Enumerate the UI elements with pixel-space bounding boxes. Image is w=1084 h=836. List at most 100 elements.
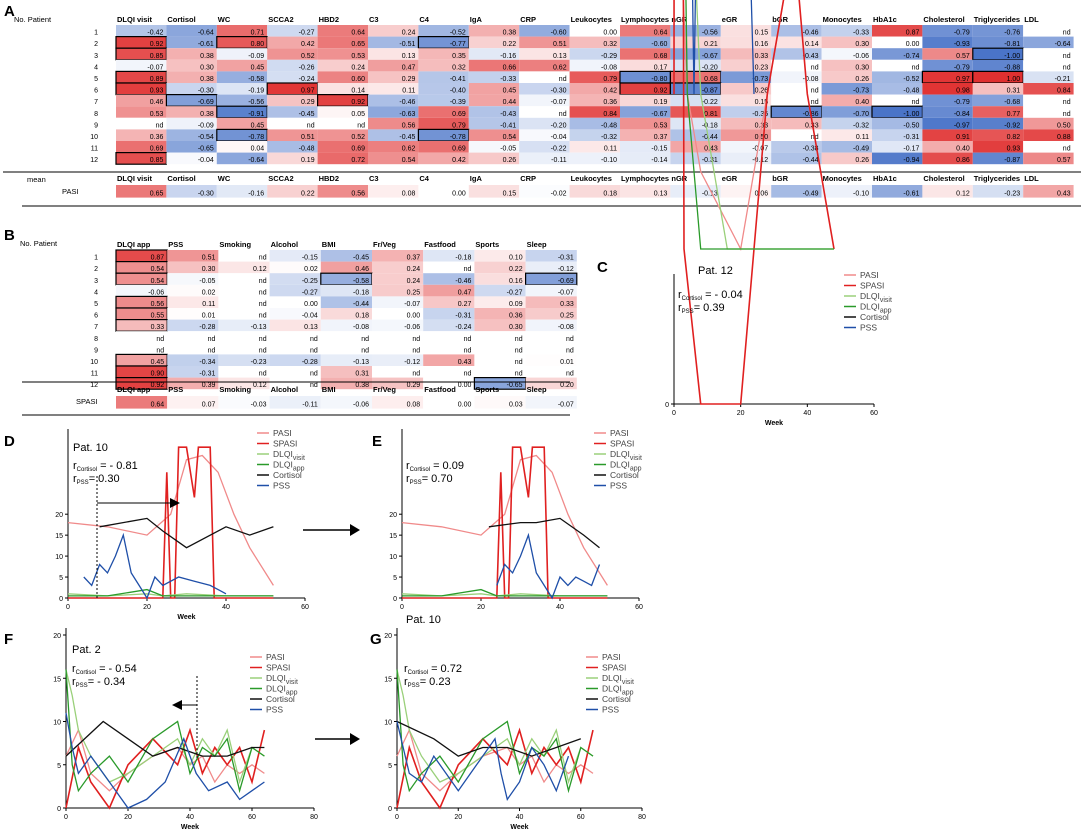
heatmap-cell <box>166 106 217 118</box>
heatmap-cell <box>166 48 217 60</box>
heatmap-cell <box>267 71 318 83</box>
series-line-dlqivisit <box>396 669 594 785</box>
heatmap-cell <box>474 308 526 320</box>
patient-number: 2 <box>94 266 98 273</box>
panel-label-e: E <box>372 433 382 450</box>
x-tick-label: 60 <box>870 410 878 417</box>
heatmap-cell <box>519 25 570 37</box>
column-header: Cholesterol <box>923 15 964 24</box>
heatmap-cell-value: -0.87 <box>702 88 718 95</box>
y-tick-label: 20 <box>53 633 61 640</box>
heatmap-cell-value: 0.64 <box>351 30 365 37</box>
heatmap-cell-value: -0.46 <box>803 30 819 37</box>
heatmap-cell <box>116 284 168 297</box>
heatmap-cell-value: 0.53 <box>150 111 164 118</box>
heatmap-cell-value: -0.28 <box>302 359 318 366</box>
heatmap-cell-value: -0.04 <box>302 313 318 320</box>
heatmap-cell <box>317 71 368 83</box>
heatmap-cell-value: -0.78 <box>248 134 264 141</box>
heatmap-cell-value: 0.20 <box>560 382 574 389</box>
column-header: DLQI app <box>117 240 151 249</box>
heatmap-cell <box>267 117 318 130</box>
heatmap-cell <box>418 106 469 118</box>
heatmap-cell-value: 1.00 <box>1007 76 1021 83</box>
heatmap-cell <box>368 83 419 95</box>
heatmap-cell-value: -0.05 <box>500 146 516 153</box>
heatmap-cell <box>620 141 671 153</box>
heatmap-cell <box>372 250 424 262</box>
heatmap-cell <box>922 48 973 60</box>
heatmap-cell-value: -0.07 <box>558 289 574 296</box>
heatmap-cell <box>368 36 419 49</box>
heatmap-cell <box>972 129 1024 141</box>
heatmap-cell <box>269 342 321 355</box>
heatmap-cell <box>771 36 822 49</box>
heatmap-cell-value: 0.30 <box>855 64 869 71</box>
heatmap-cell-value: -0.97 <box>954 122 970 129</box>
heatmap-cell <box>525 250 577 262</box>
heatmap-cell-value: 0.69 <box>150 146 164 153</box>
heatmap-cell <box>320 296 372 308</box>
mean-cell-value: 0.18 <box>603 191 617 198</box>
heatmap-cell <box>1023 71 1074 83</box>
mean-cell <box>320 396 372 409</box>
heatmap-cell <box>368 25 419 37</box>
heatmap-cell <box>720 71 772 83</box>
legend-label: Cortisol <box>610 470 639 480</box>
patient-number: 8 <box>94 336 98 343</box>
heatmap-cell-value: 0.79 <box>452 122 466 129</box>
heatmap-cell <box>519 36 570 49</box>
heatmap-cell <box>519 106 570 118</box>
patient-number: 9 <box>94 347 98 354</box>
mean-column-header: DLQI visit <box>117 174 153 183</box>
heatmap-cell <box>525 296 577 308</box>
panel-label-a: A <box>4 3 15 20</box>
y-tick-label: 15 <box>55 533 63 540</box>
panel-label-f: F <box>4 631 13 648</box>
heatmap-cell-value: 0.26 <box>855 76 869 83</box>
heatmap-cell <box>474 331 526 343</box>
heatmap-cell <box>474 354 526 366</box>
heatmap-cell <box>720 94 772 107</box>
heatmap-cell <box>474 296 526 308</box>
mean-cell-value: -0.03 <box>251 402 267 409</box>
mean-column-header: nGR <box>671 174 687 183</box>
heatmap-cell-value: 0.89 <box>150 76 164 83</box>
heatmap-cell <box>720 83 772 95</box>
heatmap-cell-value: 0.32 <box>452 64 466 71</box>
heatmap-cell-value: -0.18 <box>702 122 718 129</box>
y-tick-label: 0 <box>393 596 397 603</box>
heatmap-cell-value: -0.18 <box>353 289 369 296</box>
heatmap-cell <box>620 36 671 49</box>
heatmap-cell-value: 0.69 <box>452 146 466 153</box>
heatmap-cell <box>423 273 475 285</box>
heatmap-cell-value: nd <box>259 301 267 308</box>
heatmap-cell-value: 0.54 <box>402 157 416 164</box>
series-line-dlqiapp <box>402 588 608 597</box>
heatmap-cell-value: 0.45 <box>251 122 265 129</box>
heatmap-cell-value: -0.70 <box>853 111 869 118</box>
heatmap-cell-value: 0.02 <box>304 266 318 273</box>
heatmap-cell-value: 0.36 <box>150 134 164 141</box>
patient-label: Pat. 10 <box>73 442 108 454</box>
heatmap-cell-value: -0.44 <box>702 134 718 141</box>
heatmap-cell-value: nd <box>1063 30 1071 37</box>
heatmap-cell <box>269 354 321 366</box>
heatmap-cell <box>519 152 570 165</box>
x-axis-label: Week <box>177 614 195 621</box>
mean-cell-value: 0.07 <box>202 402 216 409</box>
heatmap-cell-value: nd <box>464 347 472 354</box>
heatmap-cell-value: 0.42 <box>301 41 315 48</box>
heatmap-cell <box>216 59 268 72</box>
heatmap-cell <box>821 25 872 37</box>
heatmap-cell-value: 0.57 <box>1057 157 1071 164</box>
x-tick-label: 60 <box>635 604 643 611</box>
heatmap-cell-value: 0.24 <box>351 64 365 71</box>
heatmap-cell <box>771 48 822 60</box>
mean-column-header: HbA1c <box>873 174 897 183</box>
patient-number: 11 <box>91 146 98 153</box>
heatmap-cell <box>418 59 469 72</box>
column-header: Fr/Veg <box>373 240 396 249</box>
heatmap-cell <box>116 59 167 72</box>
